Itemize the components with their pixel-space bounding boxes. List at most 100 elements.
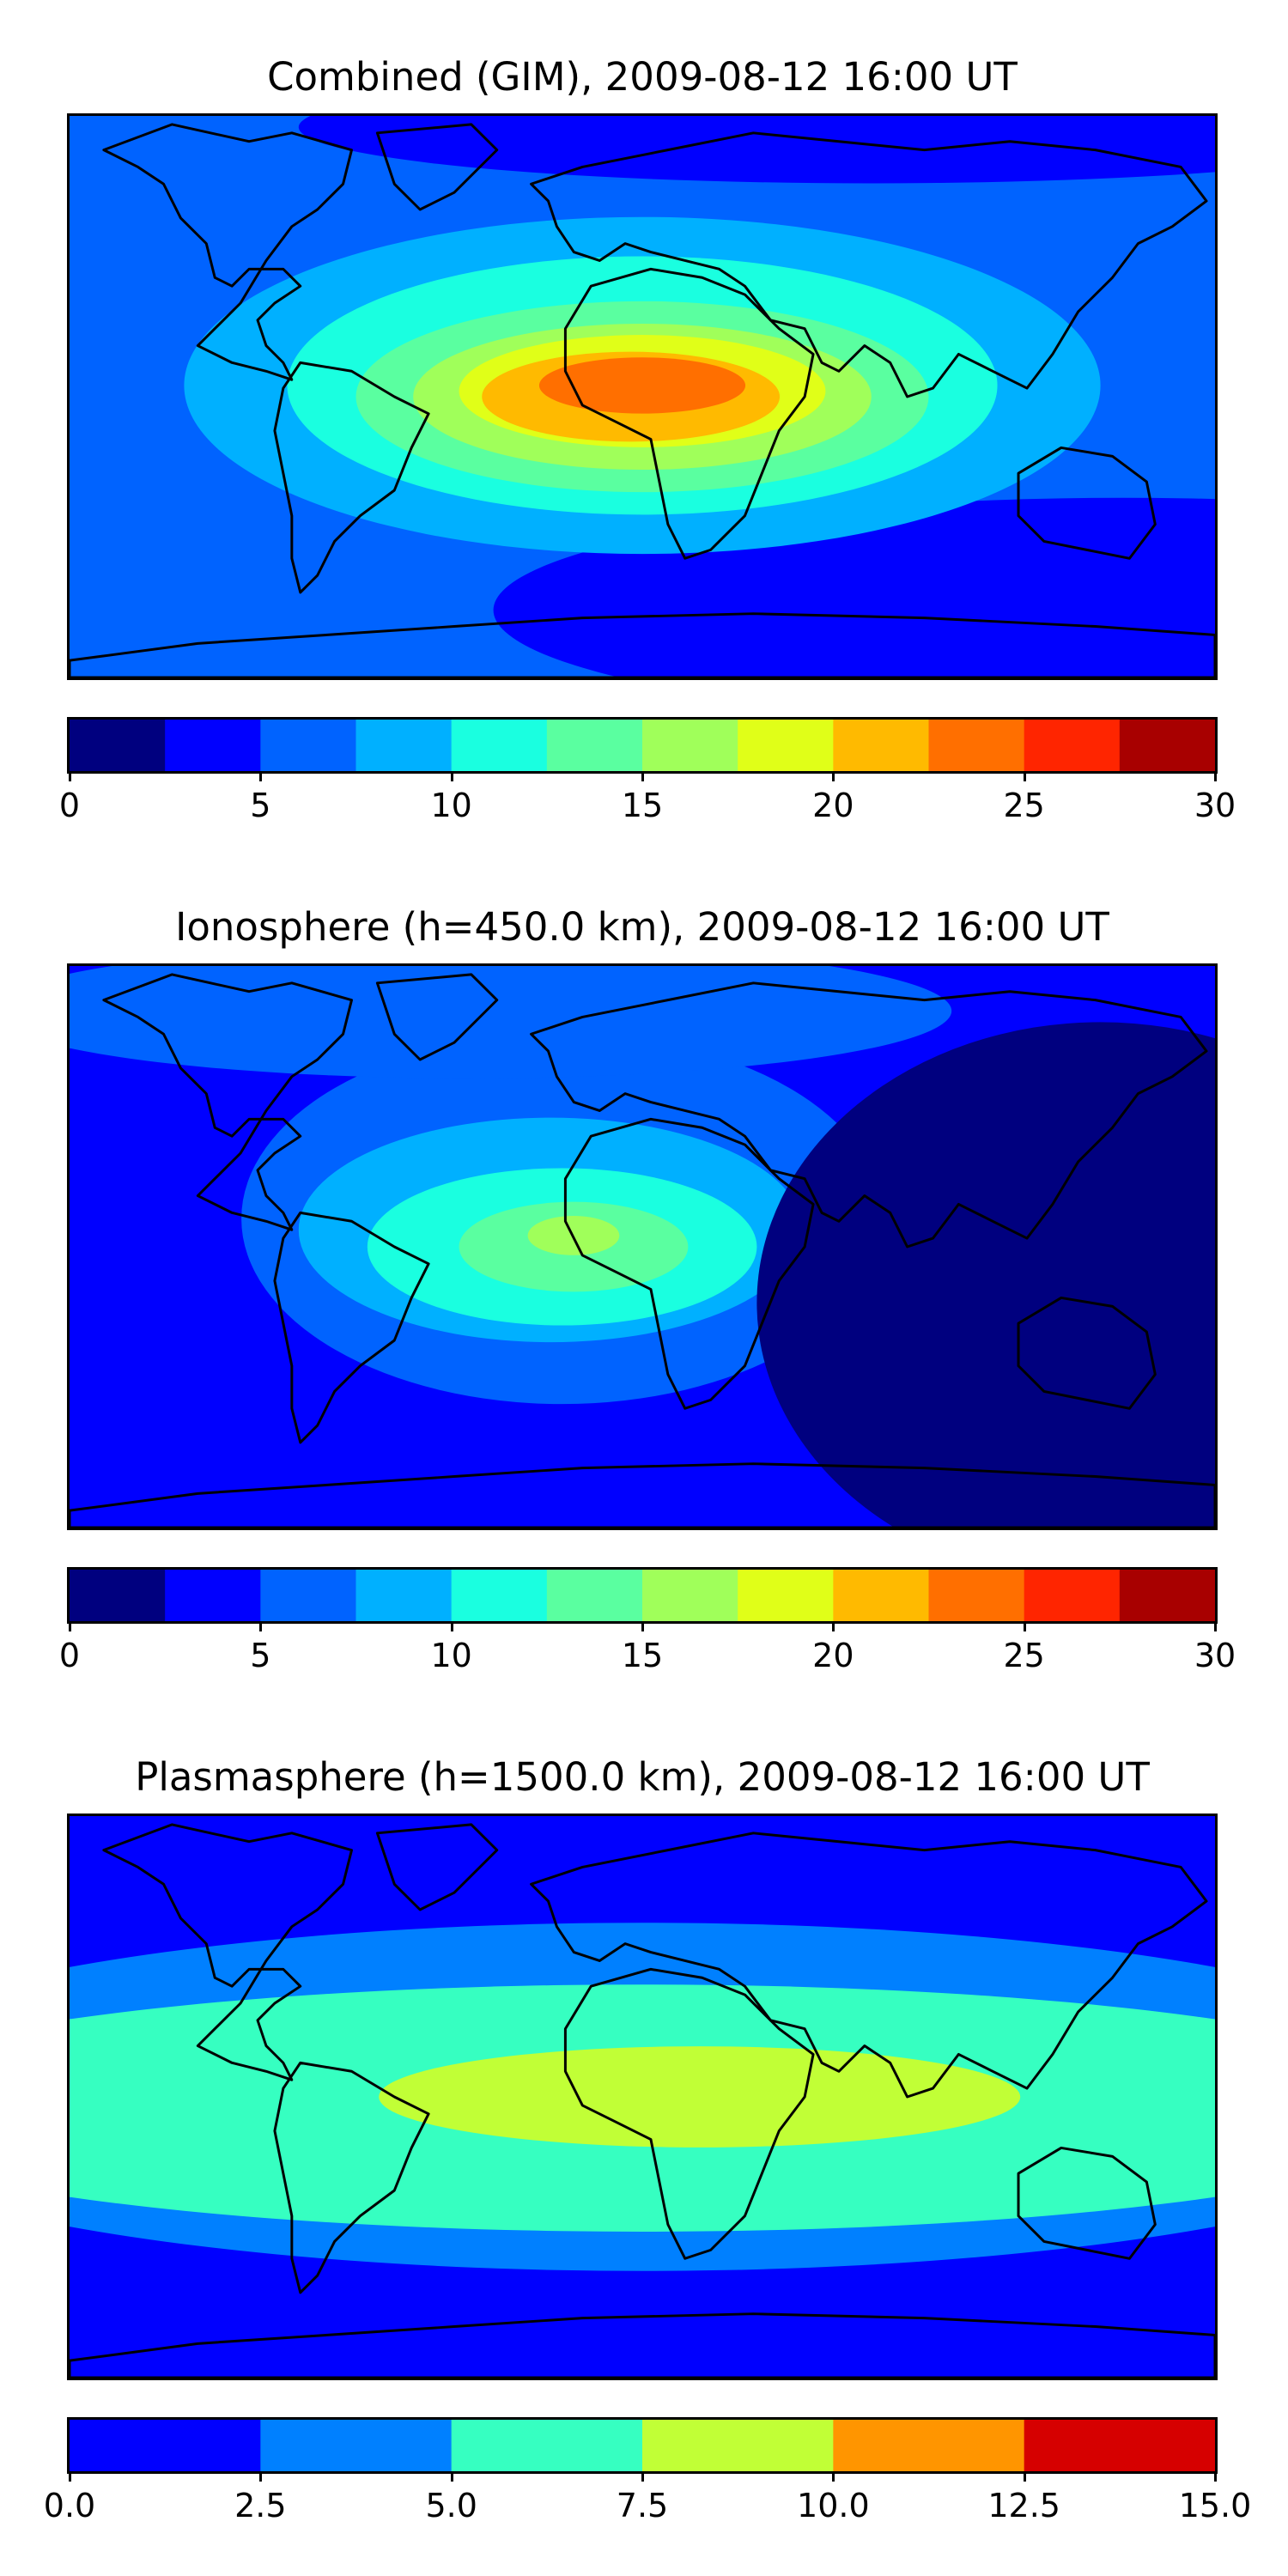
- colorbar-tick: [450, 771, 453, 781]
- contour-band-22.5: [538, 357, 746, 414]
- colorbar-segment: [738, 1570, 834, 1621]
- colorbar-tick-label: 2.5: [234, 2487, 287, 2524]
- colorbar-segment: [70, 720, 166, 771]
- colorbar-tick-label: 0: [58, 787, 81, 824]
- coastline-4: [563, 1117, 815, 1410]
- coastline-3: [530, 131, 1208, 398]
- colorbar-tick-label: 20: [812, 1637, 854, 1674]
- contour-band-7.5: [379, 2046, 1021, 2148]
- colorbar-tick-label: 5: [250, 1637, 271, 1674]
- colorbar-tick: [450, 1621, 453, 1631]
- colorbar-tick-label: 0: [58, 1637, 81, 1674]
- panel-title: Plasmasphere (h=1500.0 km), 2009-08-12 1…: [135, 1754, 1150, 1800]
- colorbar-tick: [450, 2471, 453, 2482]
- colorbar-tick-label: 5.0: [425, 2487, 477, 2524]
- map-plasmasphere: [67, 1814, 1218, 2380]
- colorbar-segment: [1119, 1570, 1215, 1621]
- colorbar-segment: [451, 720, 548, 771]
- coastline-3: [530, 981, 1208, 1249]
- colorbar-tick: [832, 2471, 835, 2482]
- colorbar-segment: [546, 720, 643, 771]
- colorbar-tick: [832, 771, 835, 781]
- contour-north-low: [299, 116, 1215, 184]
- colorbar-tick-label: 15: [621, 1637, 664, 1674]
- map-svg: [70, 116, 1215, 677]
- panel-title: Combined (GIM), 2009-08-12 16:00 UT: [267, 54, 1018, 100]
- colorbar-plasmasphere: [67, 2417, 1218, 2474]
- colorbar-tick: [259, 1621, 263, 1631]
- colorbar-segment: [1024, 720, 1121, 771]
- colorbar-tick: [641, 1621, 644, 1631]
- colorbar-svg: [70, 720, 1215, 771]
- contour-night-low: [756, 1022, 1215, 1528]
- colorbar-segment: [70, 1570, 166, 1621]
- colorbar-tick: [69, 1621, 71, 1631]
- colorbar-svg: [70, 2420, 1215, 2471]
- colorbar-tick: [832, 1621, 835, 1631]
- coastline-4: [563, 267, 815, 560]
- colorbar-tick-label: 20: [812, 787, 854, 824]
- colorbar-segment: [260, 2420, 453, 2471]
- colorbar-segment: [1119, 720, 1215, 771]
- colorbar-tick: [69, 2471, 71, 2482]
- colorbar-tick: [1214, 2471, 1217, 2482]
- colorbar-tick-label: 25: [1003, 1637, 1045, 1674]
- map-ionosphere: [67, 963, 1218, 1530]
- colorbar-segment: [546, 1570, 643, 1621]
- colorbar-tick-label: 30: [1194, 1637, 1236, 1674]
- colorbar-svg: [70, 1570, 1215, 1621]
- colorbar-segment: [260, 720, 356, 771]
- colorbar-ticks: 0 5 10 15 20 25 30: [59, 771, 1236, 824]
- coastline-6: [70, 2312, 1215, 2378]
- coastline-5: [1017, 446, 1157, 560]
- colorbar-ionosphere: [67, 1567, 1218, 1624]
- coastline-6: [70, 612, 1215, 677]
- coastline-5: [1017, 1296, 1157, 1410]
- colorbar-segment: [642, 2420, 834, 2471]
- colorbar-segment: [355, 720, 453, 771]
- colorbar-tick-label: 30: [1194, 787, 1236, 824]
- coastline-2: [273, 361, 430, 594]
- colorbar-segment: [355, 1570, 453, 1621]
- coastline-1: [375, 1823, 499, 1911]
- colorbar-segment: [70, 2420, 261, 2471]
- colorbar-segment: [165, 720, 261, 771]
- coastline-2: [273, 2061, 430, 2294]
- colorbar-tick: [259, 771, 263, 781]
- colorbar-segment: [451, 2420, 643, 2471]
- colorbar-tick-label: 15.0: [1178, 2487, 1252, 2524]
- colorbar-tick: [1023, 1621, 1026, 1631]
- colorbar-segment: [833, 720, 929, 771]
- coastline-2: [273, 1211, 430, 1444]
- coastline-6: [70, 1462, 1215, 1528]
- colorbar-tick-label: 10: [430, 787, 472, 824]
- colorbar-segment: [738, 720, 834, 771]
- coastline-4: [563, 1967, 815, 2260]
- coastline-0: [102, 973, 354, 1231]
- colorbar-tick: [1214, 1621, 1217, 1631]
- colorbar-segment: [833, 1570, 929, 1621]
- colorbar-tick: [641, 771, 644, 781]
- colorbar-tick: [259, 2471, 263, 2482]
- colorbar-tick-label: 10: [430, 1637, 472, 1674]
- coastline-0: [102, 1823, 354, 2081]
- coastline-3: [530, 1832, 1208, 2099]
- coastline-0: [102, 123, 354, 381]
- colorbar-ticks: 0.0 2.5 5.0 7.5 10.0 12.5 15.0: [44, 2471, 1251, 2524]
- colorbar-tick-label: 15: [621, 787, 664, 824]
- map-svg: [70, 966, 1215, 1528]
- colorbar-tick-label: 5: [250, 787, 271, 824]
- colorbar-segment: [1024, 2420, 1215, 2471]
- colorbar-segment: [928, 720, 1025, 771]
- coastline-5: [1017, 2146, 1157, 2260]
- colorbar-segment: [451, 1570, 548, 1621]
- colorbar-tick-label: 25: [1003, 787, 1045, 824]
- colorbar-tick: [1023, 2471, 1026, 2482]
- colorbar-segment: [642, 720, 738, 771]
- colorbar-tick: [1214, 771, 1217, 781]
- colorbar-segment: [1024, 1570, 1121, 1621]
- colorbar-ticks: 0 5 10 15 20 25 30: [59, 1621, 1236, 1674]
- panel-title: Ionosphere (h=450.0 km), 2009-08-12 16:0…: [175, 904, 1109, 950]
- colorbar-segment: [642, 1570, 738, 1621]
- colorbar-tick: [1023, 771, 1026, 781]
